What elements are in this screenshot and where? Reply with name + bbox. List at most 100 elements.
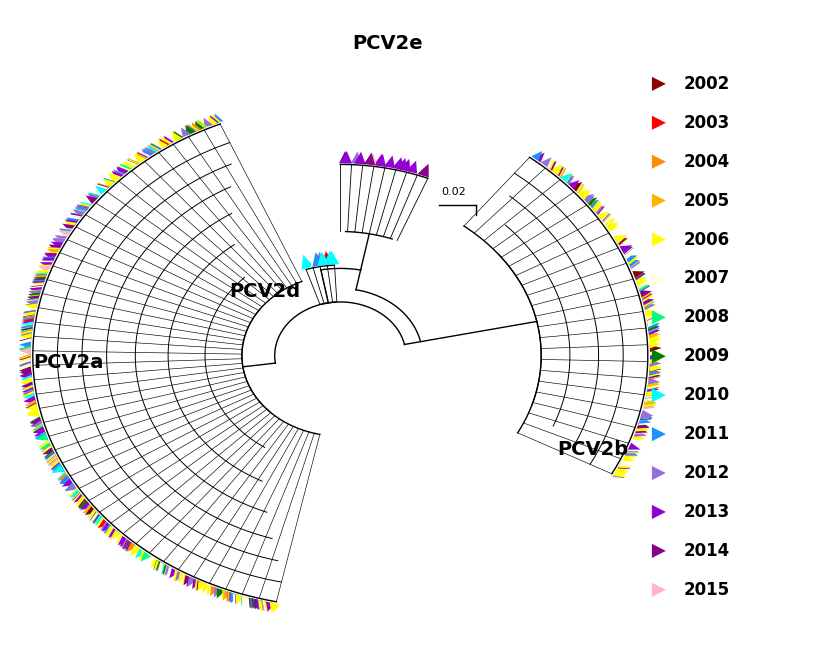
Polygon shape — [23, 310, 35, 317]
Polygon shape — [640, 292, 652, 299]
Polygon shape — [97, 184, 109, 193]
Polygon shape — [645, 310, 657, 317]
Polygon shape — [157, 562, 168, 572]
Polygon shape — [23, 311, 35, 319]
Polygon shape — [35, 431, 48, 439]
Polygon shape — [22, 315, 34, 321]
Polygon shape — [20, 326, 33, 333]
Polygon shape — [196, 121, 205, 131]
Polygon shape — [649, 336, 660, 343]
Text: PCV2b: PCV2b — [557, 440, 628, 459]
Polygon shape — [241, 596, 250, 606]
Polygon shape — [20, 327, 33, 335]
Polygon shape — [52, 464, 64, 472]
Polygon shape — [613, 236, 626, 244]
Polygon shape — [117, 166, 129, 176]
Polygon shape — [35, 272, 48, 278]
Polygon shape — [70, 213, 83, 221]
Polygon shape — [48, 458, 61, 465]
Polygon shape — [89, 511, 102, 520]
Polygon shape — [553, 168, 564, 177]
Polygon shape — [164, 566, 174, 576]
Polygon shape — [26, 299, 38, 306]
Polygon shape — [27, 295, 39, 303]
Polygon shape — [585, 198, 597, 207]
Polygon shape — [19, 346, 31, 354]
Polygon shape — [646, 382, 658, 389]
Polygon shape — [175, 571, 185, 581]
Polygon shape — [373, 154, 385, 166]
Polygon shape — [215, 113, 223, 124]
Polygon shape — [590, 204, 602, 213]
Polygon shape — [396, 158, 406, 171]
Polygon shape — [197, 120, 206, 130]
Polygon shape — [88, 193, 99, 202]
Polygon shape — [61, 479, 74, 486]
Polygon shape — [73, 494, 85, 502]
Polygon shape — [22, 389, 34, 396]
Polygon shape — [269, 603, 278, 613]
Polygon shape — [174, 571, 184, 581]
Polygon shape — [222, 590, 231, 601]
Polygon shape — [639, 414, 651, 421]
Polygon shape — [93, 515, 104, 523]
Polygon shape — [192, 122, 201, 133]
Polygon shape — [637, 418, 649, 425]
Polygon shape — [128, 158, 139, 168]
Polygon shape — [70, 213, 83, 221]
Polygon shape — [321, 251, 334, 266]
Polygon shape — [46, 454, 58, 462]
Polygon shape — [588, 202, 600, 211]
Text: PCV2e: PCV2e — [352, 34, 423, 53]
Polygon shape — [326, 250, 339, 265]
Polygon shape — [645, 313, 657, 320]
Polygon shape — [383, 156, 395, 168]
Polygon shape — [195, 121, 204, 132]
Polygon shape — [612, 470, 625, 477]
Polygon shape — [233, 593, 241, 604]
Polygon shape — [188, 124, 197, 134]
Polygon shape — [648, 331, 660, 339]
Polygon shape — [20, 329, 32, 336]
Polygon shape — [183, 575, 193, 585]
Polygon shape — [79, 500, 91, 509]
Polygon shape — [619, 246, 631, 253]
Polygon shape — [21, 318, 34, 325]
Polygon shape — [21, 320, 34, 327]
Polygon shape — [45, 452, 57, 459]
Polygon shape — [31, 282, 43, 289]
Polygon shape — [102, 178, 114, 188]
Polygon shape — [644, 395, 656, 402]
Polygon shape — [645, 310, 657, 317]
Polygon shape — [241, 596, 249, 606]
Polygon shape — [45, 252, 57, 259]
Polygon shape — [22, 314, 34, 321]
Polygon shape — [59, 475, 71, 483]
Polygon shape — [97, 185, 108, 193]
Polygon shape — [649, 360, 661, 367]
Polygon shape — [34, 274, 47, 281]
Polygon shape — [33, 427, 46, 433]
Polygon shape — [645, 389, 658, 397]
Polygon shape — [572, 185, 585, 195]
Polygon shape — [560, 174, 572, 183]
Polygon shape — [646, 382, 658, 389]
Polygon shape — [33, 278, 45, 286]
Polygon shape — [25, 403, 38, 411]
Polygon shape — [178, 572, 188, 582]
Polygon shape — [128, 158, 138, 168]
Polygon shape — [88, 192, 101, 201]
Polygon shape — [108, 528, 120, 537]
Polygon shape — [315, 252, 328, 266]
Polygon shape — [194, 580, 204, 590]
Text: PCV2a: PCV2a — [33, 353, 103, 372]
Polygon shape — [43, 448, 55, 454]
Polygon shape — [48, 457, 60, 464]
Polygon shape — [540, 158, 551, 167]
Polygon shape — [51, 462, 63, 470]
Polygon shape — [139, 150, 150, 160]
Polygon shape — [222, 590, 231, 601]
Polygon shape — [34, 276, 46, 283]
Polygon shape — [596, 211, 609, 220]
Polygon shape — [643, 400, 655, 407]
